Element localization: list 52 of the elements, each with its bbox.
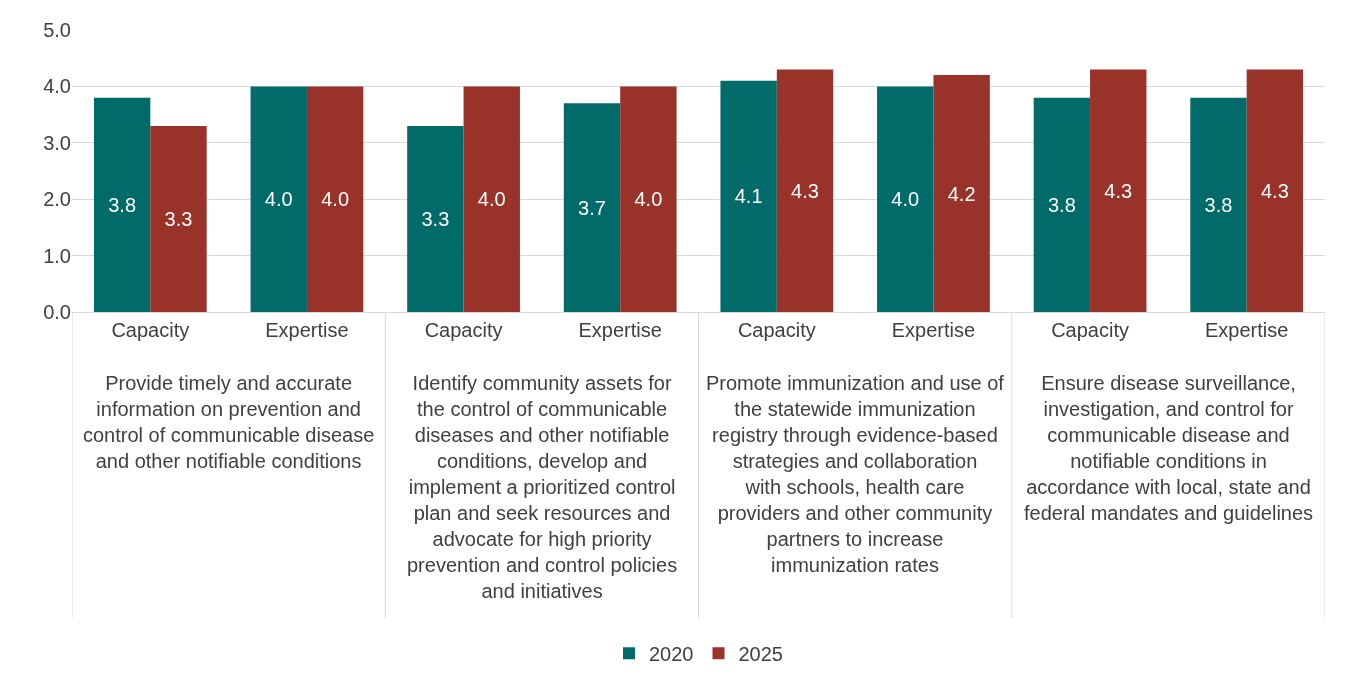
data-label: 4.0 xyxy=(264,188,293,211)
data-label: 4.0 xyxy=(634,188,663,211)
data-label: 4.0 xyxy=(321,188,350,211)
text: Promote immunization and use of the statewide immunization registry through evidence-based strategies and collaboration with schools, health care providers and other community partners to increase immunization rates xyxy=(706,372,1005,576)
y-tick-label: 0.0 xyxy=(43,301,71,323)
y-tick-label: 4.0 xyxy=(43,75,71,98)
bar xyxy=(1190,97,1247,312)
bar xyxy=(250,86,307,312)
x-tick-label: Capacity xyxy=(111,319,190,341)
data-label: 4.1 xyxy=(734,185,763,208)
x-tick-label: Capacity xyxy=(424,319,503,341)
data-label: 3.7 xyxy=(578,196,606,219)
y-tick-label: 5.0 xyxy=(43,19,71,41)
legend-label: 2025 xyxy=(738,643,783,666)
bar xyxy=(93,97,151,312)
y-tick-label: 2.0 xyxy=(43,188,71,211)
bar xyxy=(1090,69,1147,312)
data-label: 4.2 xyxy=(947,182,976,205)
text: Ensure disease surveillance, investigation, and control for communicable disease and notifiable conditions in accordance with local, state and federal mandates and guidelines xyxy=(1024,372,1314,524)
data-label: 4.3 xyxy=(1260,179,1289,202)
bar xyxy=(776,69,834,312)
x-tick-label: Expertise xyxy=(265,319,349,341)
data-label: 3.3 xyxy=(164,207,193,230)
bar xyxy=(1246,69,1304,312)
legend-label: 2020 xyxy=(649,643,694,666)
data-label: 4.3 xyxy=(791,179,819,202)
data-label: 4.3 xyxy=(1104,179,1133,202)
x-tick-label: Expertise xyxy=(1205,319,1289,341)
data-label: 4.0 xyxy=(477,188,506,211)
bar xyxy=(720,80,777,312)
x-tick-label: Capacity xyxy=(1051,319,1129,341)
bar xyxy=(1033,97,1091,312)
bar xyxy=(620,86,677,312)
text: Identify community assets for the control of communicable diseases and other notifiable conditions, develop and implement a prioritized control plan and seek resources and advocate for high priority prevention and control policies and initiatives xyxy=(407,372,678,602)
bar xyxy=(407,125,464,312)
y-tick-label: 3.0 xyxy=(43,131,71,154)
data-label: 3.8 xyxy=(1204,193,1233,216)
bar xyxy=(877,86,934,312)
data-label: 3.8 xyxy=(1047,193,1076,216)
y-tick-label: 1.0 xyxy=(43,244,71,267)
bar xyxy=(306,86,364,312)
bar xyxy=(463,86,520,312)
data-label: 3.3 xyxy=(421,207,450,230)
bar xyxy=(563,103,621,312)
text: Provide timely and accurate information on prevention and control of communicable disease and other notifiable conditions xyxy=(83,372,375,472)
x-tick-label: Expertise xyxy=(891,319,976,341)
data-label: 4.0 xyxy=(891,188,920,211)
data-label: 3.8 xyxy=(108,193,137,216)
x-tick-label: Capacity xyxy=(737,319,816,341)
x-tick-label: Expertise xyxy=(578,319,662,341)
bar xyxy=(150,125,207,312)
bar xyxy=(933,75,990,312)
